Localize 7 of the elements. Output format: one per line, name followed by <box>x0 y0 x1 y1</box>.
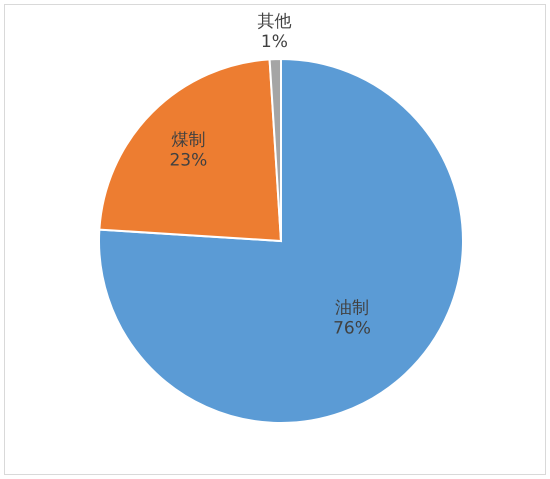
slice-label: 煤制 <box>171 130 206 150</box>
data-label: 1% <box>260 32 288 52</box>
data-label: 76% <box>333 318 371 339</box>
slice-label: 油制 <box>335 298 370 318</box>
data-label: 23% <box>169 150 208 170</box>
slice-label: 其他 <box>257 12 292 32</box>
pie-slice <box>98 58 464 424</box>
